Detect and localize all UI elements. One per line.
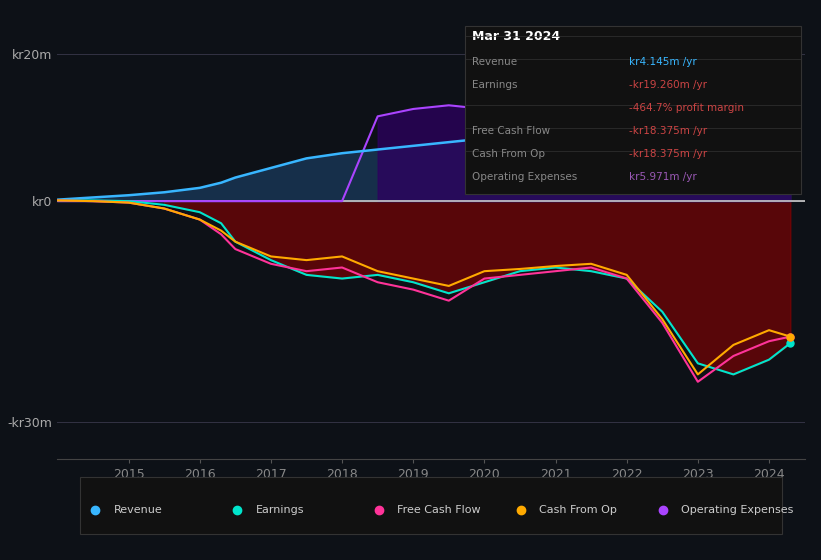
Text: Free Cash Flow: Free Cash Flow — [472, 125, 550, 136]
Text: Mar 31 2024: Mar 31 2024 — [472, 30, 560, 43]
Text: -464.7% profit margin: -464.7% profit margin — [629, 102, 744, 113]
FancyBboxPatch shape — [465, 26, 800, 194]
Text: Earnings: Earnings — [255, 505, 304, 515]
Text: -kr18.375m /yr: -kr18.375m /yr — [629, 148, 707, 158]
Text: Cash From Op: Cash From Op — [539, 505, 617, 515]
Text: -kr19.260m /yr: -kr19.260m /yr — [629, 80, 707, 90]
Text: Free Cash Flow: Free Cash Flow — [397, 505, 481, 515]
Text: Revenue: Revenue — [472, 57, 517, 67]
Text: kr4.145m /yr: kr4.145m /yr — [629, 57, 697, 67]
Text: -kr18.375m /yr: -kr18.375m /yr — [629, 125, 707, 136]
Text: Operating Expenses: Operating Expenses — [472, 172, 577, 181]
FancyBboxPatch shape — [80, 477, 782, 534]
Text: kr5.971m /yr: kr5.971m /yr — [629, 172, 697, 181]
Text: Earnings: Earnings — [472, 80, 517, 90]
Text: Operating Expenses: Operating Expenses — [681, 505, 794, 515]
Text: Cash From Op: Cash From Op — [472, 148, 545, 158]
Text: Revenue: Revenue — [113, 505, 163, 515]
